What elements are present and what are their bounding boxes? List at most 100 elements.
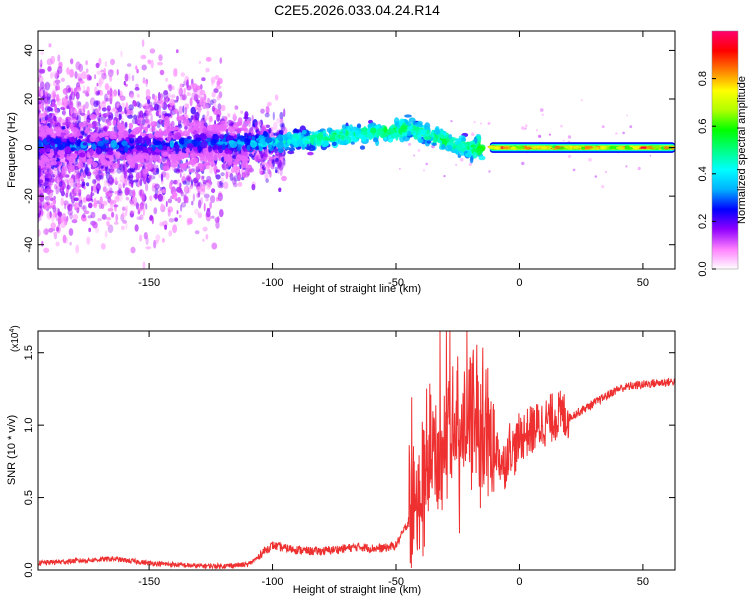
spectrogram-cell xyxy=(154,193,157,201)
spectrogram-cell xyxy=(280,124,286,132)
spectrogram-cell xyxy=(175,168,180,174)
spectrogram-cell xyxy=(225,171,229,180)
spectrogram-cell xyxy=(38,86,41,95)
spectrogram-cell xyxy=(310,137,315,146)
spectrogram-cell xyxy=(444,144,453,152)
spectrogram-cell xyxy=(192,83,198,91)
spectrogram-cell xyxy=(625,145,630,149)
spectrogram-cell xyxy=(548,133,551,136)
spectrogram-cell xyxy=(45,186,52,195)
spectrogram-cell xyxy=(286,138,292,145)
spectrogram-cell xyxy=(159,69,165,76)
spectrogram-cell xyxy=(211,215,215,219)
spectrogram-cell xyxy=(69,212,73,220)
spectrogram-cell xyxy=(143,232,148,240)
spectrogram-cell xyxy=(104,61,107,68)
spectrogram-cell xyxy=(122,219,127,224)
spectrogram-cell xyxy=(46,134,51,143)
spectrogram-cell xyxy=(104,93,108,102)
spectrogram-cell xyxy=(139,172,141,178)
spectrogram-cell xyxy=(276,141,284,150)
spectrogram-cell xyxy=(227,158,233,166)
spectrogram-cell xyxy=(272,111,275,121)
spectrogram-cell xyxy=(264,172,269,180)
snr-series-line xyxy=(38,331,675,570)
spectrogram-cell xyxy=(109,134,117,140)
spectrogram-cell xyxy=(96,82,99,87)
spectrogram-cell xyxy=(266,163,270,171)
y-tick-label: 20 xyxy=(23,93,35,105)
spectrogram-cell xyxy=(83,185,86,190)
spectrogram-cell xyxy=(130,93,135,99)
spectrogram-cell xyxy=(98,174,103,179)
spectrogram-ridge xyxy=(38,114,486,175)
spectrogram-cell xyxy=(158,143,163,150)
spectrogram-cell xyxy=(183,137,189,145)
spectrogram-cell xyxy=(377,128,384,136)
spectrogram-cell xyxy=(125,113,129,117)
spectrogram-cell xyxy=(120,213,125,222)
spectrogram-cell xyxy=(158,114,162,119)
spectrogram-cell xyxy=(123,171,127,179)
spectrogram-cell xyxy=(125,221,128,230)
spectrogram-cell xyxy=(101,139,109,144)
spectrogram-cell xyxy=(193,113,198,122)
spectrogram-cell xyxy=(157,61,163,66)
spectrogram-cell xyxy=(96,200,100,205)
spectrogram-cell xyxy=(61,100,65,109)
spectrogram-cell xyxy=(57,66,63,74)
spectrogram-cell xyxy=(331,141,337,146)
spectrogram-cell xyxy=(81,171,84,180)
x-tick-label: -150 xyxy=(138,576,160,588)
spectrogram-cell xyxy=(148,177,152,182)
colorbar: 0.0 0.2 0.4 0.6 0.8 Normalized spectral ampl… xyxy=(697,30,748,277)
spectrogram-cell xyxy=(75,173,80,180)
spectrogram-cell xyxy=(98,169,102,175)
spectrogram-cell xyxy=(220,177,225,184)
spectrogram-cell xyxy=(177,87,182,95)
spectrogram-cell xyxy=(212,98,217,104)
spectrogram-cell xyxy=(152,144,156,151)
spectrogram-cell xyxy=(227,150,233,155)
spectrogram-cell xyxy=(40,161,46,169)
spectrogram-cell xyxy=(417,134,422,139)
spectrogram-cell xyxy=(121,225,125,231)
spectrogram-cell xyxy=(166,158,171,166)
spectrogram-cell xyxy=(69,241,72,246)
spectrogram-cell xyxy=(211,242,218,250)
spectrogram-cell xyxy=(70,195,76,204)
spectrogram-cell xyxy=(57,54,61,62)
spectrogram-cell xyxy=(179,182,182,188)
spectrogram-cell xyxy=(50,91,56,100)
spectrogram-cell xyxy=(110,140,117,148)
spectrogram-cell xyxy=(535,129,539,132)
spectrogram-cell xyxy=(221,115,226,119)
spectrogram-cell xyxy=(178,137,186,145)
spectrogram-cell xyxy=(270,164,275,170)
spectrogram-cell xyxy=(84,166,89,175)
spectrogram-cell xyxy=(601,185,605,189)
spectrogram-cell xyxy=(244,138,251,146)
spectrogram-cell xyxy=(183,162,187,170)
spectrogram-cell xyxy=(217,103,222,111)
spectrogram-cell xyxy=(150,113,153,123)
spectrogram-cell xyxy=(214,217,220,223)
spectrogram-cell xyxy=(117,89,120,96)
spectrogram-cell xyxy=(140,131,144,137)
spectrogram-cell xyxy=(113,107,116,113)
spectrogram-cell xyxy=(204,104,209,111)
spectrogram-cell xyxy=(64,152,68,158)
spectrogram-cell xyxy=(205,198,209,202)
spectrogram-cell xyxy=(604,170,608,174)
spectrogram-cell xyxy=(108,174,113,179)
spectrogram-cell xyxy=(160,203,164,210)
spectrogram-cell xyxy=(39,118,42,123)
spectrogram-cell xyxy=(132,196,135,203)
x-tick-label: 50 xyxy=(637,576,649,588)
spectrogram-cell xyxy=(99,173,105,177)
spectrogram-cell xyxy=(476,147,483,156)
spectrogram-cell xyxy=(75,61,81,71)
spectrogram-cell xyxy=(106,190,113,198)
spectrogram-cell xyxy=(215,174,221,180)
spectrogram-cell xyxy=(91,192,95,196)
